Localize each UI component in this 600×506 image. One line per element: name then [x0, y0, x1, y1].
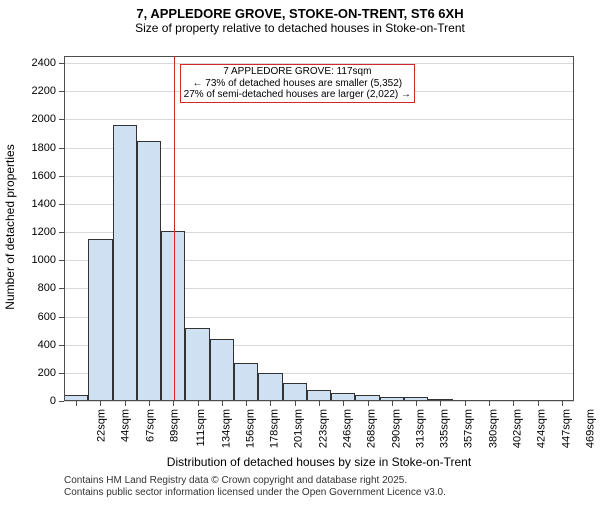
y-tick-label: 1400 — [0, 198, 56, 210]
y-tick-label: 800 — [0, 282, 56, 294]
footer-note: Contains HM Land Registry data © Crown c… — [64, 475, 446, 499]
x-tick-label: 22sqm — [96, 409, 108, 442]
x-tick-label: 134sqm — [220, 409, 232, 448]
footer-line2: Contains public sector information licen… — [64, 487, 446, 499]
bar — [283, 383, 307, 401]
bar — [258, 373, 282, 401]
x-tick-label: 89sqm — [169, 409, 181, 442]
y-tick-label: 2200 — [0, 85, 56, 97]
y-tick-label: 1600 — [0, 170, 56, 182]
bar — [185, 328, 209, 401]
x-tick-label: 201sqm — [293, 409, 305, 448]
x-tick-label: 44sqm — [120, 409, 132, 442]
x-tick-label: 357sqm — [463, 409, 475, 448]
x-tick-label: 290sqm — [390, 409, 402, 448]
bar — [88, 239, 112, 401]
chart-container: 7, APPLEDORE GROVE, STOKE-ON-TRENT, ST6 … — [0, 6, 600, 506]
x-tick-label: 246sqm — [342, 409, 354, 448]
x-tick-label: 447sqm — [560, 409, 572, 448]
y-tick-label: 2400 — [0, 57, 56, 69]
y-tick-label: 200 — [0, 367, 56, 379]
bar — [137, 141, 161, 402]
x-axis-label: Distribution of detached houses by size … — [64, 455, 574, 469]
chart-subtitle: Size of property relative to detached ho… — [0, 21, 600, 35]
x-tick-label: 313sqm — [414, 409, 426, 448]
x-tick-label: 335sqm — [439, 409, 451, 448]
bar — [234, 363, 258, 401]
annotation-line1: 7 APPLEDORE GROVE: 117sqm — [184, 66, 411, 78]
y-tick-label: 1200 — [0, 226, 56, 238]
bar — [210, 339, 234, 401]
reference-line — [174, 56, 175, 401]
histogram-bars — [64, 56, 574, 401]
footer-line1: Contains HM Land Registry data © Crown c… — [64, 475, 446, 487]
x-tick-label: 469sqm — [584, 409, 596, 448]
plot-area: 7 APPLEDORE GROVE: 117sqm ← 73% of detac… — [64, 56, 574, 401]
x-tick-label: 424sqm — [536, 409, 548, 448]
bar — [113, 125, 137, 401]
y-tick-label: 0 — [0, 395, 56, 407]
x-tick-label: 67sqm — [144, 409, 156, 442]
annotation-box: 7 APPLEDORE GROVE: 117sqm ← 73% of detac… — [180, 64, 415, 103]
x-tick-label: 402sqm — [512, 409, 524, 448]
chart-title: 7, APPLEDORE GROVE, STOKE-ON-TRENT, ST6 … — [0, 6, 600, 21]
x-tick-label: 223sqm — [317, 409, 329, 448]
x-tick-label: 178sqm — [269, 409, 281, 448]
x-tick-label: 268sqm — [366, 409, 378, 448]
y-tick-label: 400 — [0, 339, 56, 351]
y-tick-label: 2000 — [0, 113, 56, 125]
annotation-line3: 27% of semi-detached houses are larger (… — [184, 89, 411, 101]
x-tick-label: 111sqm — [195, 409, 207, 447]
y-tick-label: 1000 — [0, 254, 56, 266]
annotation-line2: ← 73% of detached houses are smaller (5,… — [184, 78, 411, 90]
x-tick-label: 156sqm — [244, 409, 256, 448]
y-tick-label: 1800 — [0, 142, 56, 154]
y-tick-label: 600 — [0, 311, 56, 323]
x-tick-label: 380sqm — [487, 409, 499, 448]
